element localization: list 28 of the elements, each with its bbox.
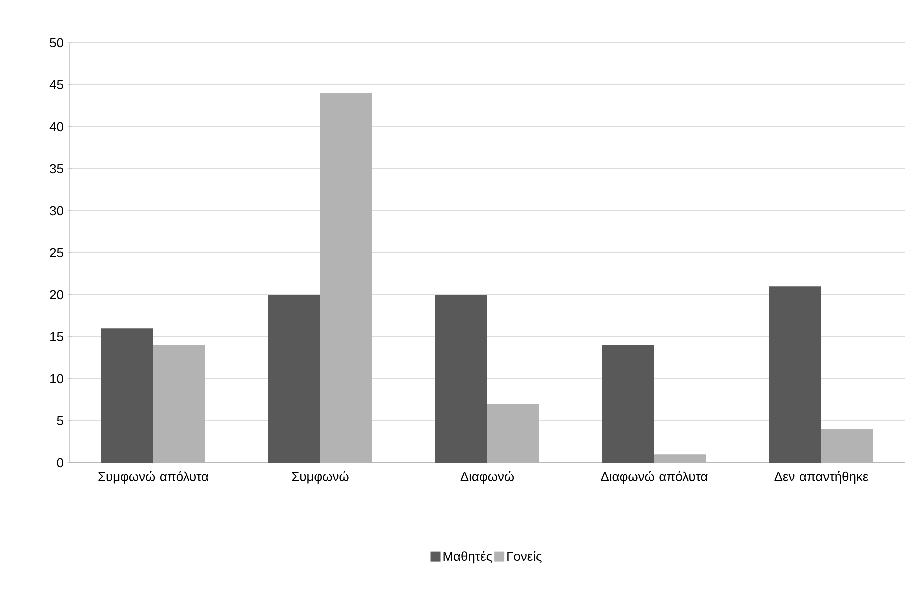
bar (102, 328, 154, 463)
x-tick-label: Συμφωνώ απόλυτα (98, 472, 209, 484)
x-tick-label: Δεν απαντήθηκε (774, 472, 868, 484)
bar (770, 286, 822, 463)
y-tick-label: 15 (50, 332, 64, 342)
bar (436, 295, 488, 463)
bar (654, 454, 707, 463)
x-tick-label: Διαφωνώ (460, 472, 514, 484)
bar (320, 93, 373, 463)
y-tick-label: 40 (50, 122, 64, 132)
legend-label: Γονείς (508, 551, 542, 564)
x-tick-label: Διαφωνώ απόλυτα (601, 472, 708, 484)
bar (822, 429, 874, 463)
y-tick-label: 30 (50, 206, 64, 216)
y-tick-label: 0 (57, 458, 64, 468)
x-tick-label: Συμφωνώ (292, 472, 349, 484)
y-tick-label: 5 (57, 416, 64, 426)
y-tick-label: 25 (50, 248, 64, 258)
legend-label: Μαθητές (444, 551, 492, 564)
bar (602, 345, 655, 463)
y-tick-label: 35 (50, 164, 64, 174)
bar (268, 295, 321, 463)
y-tick-label: 10 (50, 374, 64, 384)
y-tick-label: 45 (50, 80, 64, 90)
y-tick-label: 20 (50, 290, 64, 300)
y-tick-label: 50 (50, 38, 64, 48)
bar (488, 404, 540, 463)
bar (154, 345, 206, 463)
